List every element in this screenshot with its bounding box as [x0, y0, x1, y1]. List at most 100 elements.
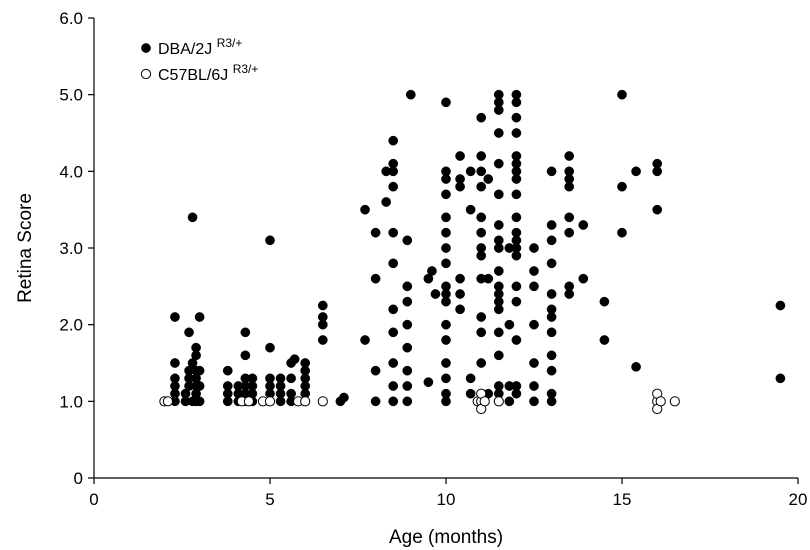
dba-point-5 — [170, 312, 180, 322]
dba-point-205 — [546, 166, 557, 177]
dba-point-94 — [402, 296, 413, 307]
dba-point-72 — [370, 396, 381, 407]
data-points — [159, 89, 786, 415]
dba-point-140 — [476, 151, 487, 161]
dba-point-48 — [265, 235, 275, 246]
dba-point-69 — [339, 392, 349, 403]
c57-point-3 — [243, 396, 254, 407]
dba-point-75 — [370, 227, 381, 238]
ticks: 0 5 10 15 20 0 1.0 2.0 3.0 4.0 5.0 6.0 — [59, 9, 807, 509]
dba-point-63 — [300, 358, 311, 368]
c57-point-1 — [162, 396, 174, 407]
dba-point-198 — [546, 327, 557, 338]
y-tick-label-5: 5.0 — [59, 86, 83, 105]
y-tick-label-4: 4.0 — [59, 162, 83, 181]
dba-point-37 — [240, 350, 251, 361]
dba-point-188 — [529, 381, 539, 391]
dba-point-208 — [564, 227, 575, 238]
dba-point-84 — [388, 227, 399, 238]
legend-label-dba: DBA/2J R3/+ — [158, 36, 242, 58]
x-tick-label-3: 15 — [613, 490, 632, 509]
y-tick-label-0: 0 — [74, 469, 83, 488]
dba-point-103 — [441, 388, 451, 399]
dba-point-88 — [388, 135, 399, 146]
dba-point-164 — [504, 396, 515, 407]
y-tick-label-2: 2.0 — [59, 316, 83, 335]
dba-point-163 — [493, 89, 504, 100]
dba-point-135 — [476, 243, 487, 253]
dba-point-227 — [775, 373, 786, 384]
dba-point-82 — [388, 304, 399, 315]
dba-point-186 — [511, 89, 522, 100]
x-tick-label-4: 20 — [789, 490, 808, 509]
dba-point-81 — [388, 327, 399, 338]
dba-point-214 — [578, 273, 589, 284]
dba-point-130 — [476, 358, 487, 368]
dba-point-207 — [564, 281, 575, 292]
legend-marker-c57 — [140, 68, 152, 80]
dba-point-101 — [430, 289, 441, 299]
dba-point-85 — [388, 181, 399, 192]
dba-point-225 — [652, 158, 663, 169]
dba-point-127 — [465, 204, 476, 215]
dba-point-89 — [402, 396, 413, 407]
dba-point-47 — [265, 342, 275, 353]
dba-point-200 — [546, 304, 557, 315]
dba-point-114 — [441, 212, 451, 223]
dba-point-125 — [465, 388, 476, 399]
dba-point-79 — [388, 381, 399, 391]
dba-point-204 — [546, 220, 557, 230]
dba-point-66 — [317, 312, 328, 322]
dba-point-222 — [631, 361, 641, 372]
dba-point-78 — [388, 396, 399, 407]
dba-point-21 — [191, 342, 201, 353]
dba-point-121 — [455, 273, 465, 284]
c57-point-19 — [669, 396, 680, 407]
dba-point-98 — [423, 377, 434, 388]
dba-point-64 — [317, 335, 328, 345]
dba-point-169 — [511, 381, 522, 391]
dba-point-3 — [170, 373, 180, 384]
dba-point-141 — [476, 112, 487, 123]
dba-point-90 — [402, 381, 413, 391]
legend-superscript-c57: R3/+ — [233, 62, 259, 76]
dba-point-136 — [476, 227, 487, 238]
dba-point-100 — [427, 266, 437, 276]
dba-point-216 — [599, 335, 610, 345]
dba-point-176 — [511, 227, 522, 238]
dba-point-92 — [402, 342, 413, 353]
dba-point-160 — [493, 128, 504, 138]
dba-point-178 — [511, 189, 522, 200]
legend: DBA/2J R3/+ C57BL/6J R3/+ — [140, 36, 259, 84]
dba-point-67 — [317, 300, 328, 311]
dba-point-183 — [511, 128, 522, 138]
dba-point-182 — [511, 151, 522, 161]
dba-point-11 — [184, 327, 194, 338]
dba-point-4 — [170, 358, 180, 368]
dba-point-218 — [617, 227, 627, 238]
dba-point-148 — [493, 350, 504, 361]
dba-point-154 — [493, 266, 504, 276]
dba-point-219 — [617, 181, 627, 192]
dba-point-139 — [476, 166, 487, 177]
dba-point-22 — [194, 396, 205, 407]
dba-point-153 — [493, 281, 504, 292]
dba-point-201 — [546, 289, 557, 299]
dba-point-171 — [511, 296, 522, 307]
dba-point-112 — [441, 243, 451, 253]
dba-point-172 — [511, 281, 522, 292]
dba-point-115 — [441, 189, 451, 200]
dba-point-52 — [275, 373, 286, 384]
dba-point-42 — [247, 373, 258, 384]
dba-point-213 — [564, 151, 575, 161]
dba-point-25 — [194, 312, 205, 322]
dba-point-96 — [402, 235, 413, 246]
dba-point-221 — [631, 166, 641, 177]
dba-point-28 — [222, 381, 233, 391]
dba-point-223 — [652, 204, 663, 215]
dba-point-119 — [455, 304, 465, 315]
c57-point-5 — [264, 396, 276, 407]
dba-point-104 — [441, 373, 451, 384]
dba-point-138 — [476, 181, 487, 192]
dba-point-203 — [546, 235, 557, 246]
